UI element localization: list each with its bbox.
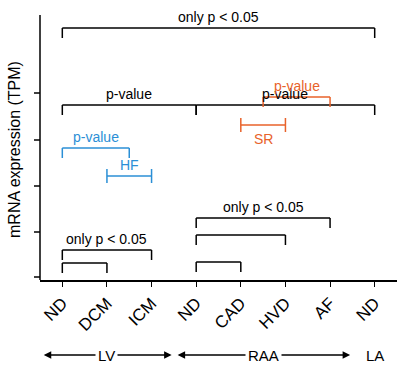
svg-text:only p < 0.05: only p < 0.05 [223, 199, 304, 215]
svg-text:p-value: p-value [262, 86, 308, 102]
svg-text:DCM: DCM [75, 294, 116, 335]
svg-text:p-value: p-value [106, 86, 152, 102]
svg-text:HF: HF [120, 157, 139, 173]
svg-text:p-value: p-value [274, 78, 320, 94]
svg-text:RAA: RAA [248, 347, 279, 364]
svg-text:LV: LV [98, 347, 115, 364]
svg-text:p-value: p-value [73, 129, 119, 145]
svg-text:ND: ND [40, 294, 71, 325]
svg-text:SR: SR [254, 131, 273, 147]
svg-text:only p < 0.05: only p < 0.05 [66, 231, 147, 247]
svg-text:only p < 0.05: only p < 0.05 [178, 9, 259, 25]
svg-text:ND: ND [353, 294, 384, 325]
svg-text:LA: LA [366, 347, 384, 364]
svg-text:CAD: CAD [211, 294, 250, 333]
svg-text:AF: AF [310, 294, 339, 323]
svg-text:ND: ND [174, 294, 205, 325]
svg-text:HVD: HVD [255, 294, 294, 333]
svg-text:ICM: ICM [125, 294, 160, 329]
svg-text:mRNA expression (TPM): mRNA expression (TPM) [6, 61, 23, 238]
